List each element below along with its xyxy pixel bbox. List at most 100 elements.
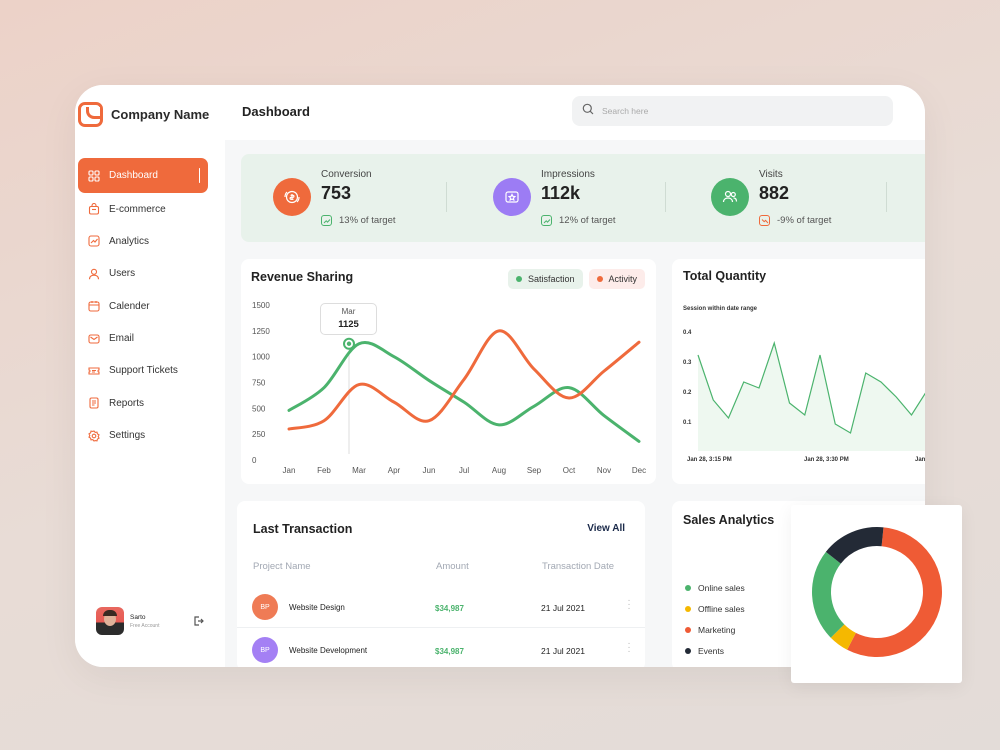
sidebar-item-label: Calender bbox=[109, 300, 150, 312]
trend-up-icon bbox=[541, 215, 552, 226]
y-tick-label: 0 bbox=[252, 456, 257, 465]
search-icon bbox=[582, 102, 594, 120]
x-tick-label: Jan bbox=[283, 466, 296, 475]
ticket-icon bbox=[88, 365, 100, 377]
revenue-sharing-card: Revenue Sharing Satisfaction Activity 0 2… bbox=[241, 259, 656, 484]
sidebar-item-settings[interactable]: Settings bbox=[78, 420, 208, 452]
table-row[interactable]: BP Website Development $34,987 21 Jul 20… bbox=[237, 629, 645, 667]
stat-target-text: 12% of target bbox=[559, 215, 616, 226]
donut-slice-marketing[interactable] bbox=[847, 527, 942, 657]
total-quantity-area-chart: 0.1 0.2 0.3 0.4 Jan 28, 3:15 PM Jan 28, 3:30 … bbox=[683, 330, 925, 463]
sidebar-item-label: Support Tickets bbox=[109, 365, 178, 377]
sidebar-item-reports[interactable]: Reports bbox=[78, 387, 208, 419]
calendar-icon bbox=[88, 300, 100, 312]
column-header[interactable]: Amount bbox=[436, 561, 469, 572]
stat-value: 753 bbox=[321, 183, 352, 203]
column-header[interactable]: Transaction Date bbox=[542, 561, 614, 572]
series-line-satisfaction[interactable] bbox=[287, 341, 641, 443]
y-tick-label: 750 bbox=[252, 379, 266, 388]
x-tick-label: Mar bbox=[352, 466, 366, 475]
bag-icon bbox=[88, 203, 100, 215]
topbar: Dashboard bbox=[225, 85, 925, 140]
x-tick-label: Oct bbox=[563, 466, 576, 475]
more-options-icon[interactable]: · · · bbox=[627, 595, 631, 614]
user-icon bbox=[88, 268, 100, 280]
more-options-icon[interactable]: · · · bbox=[627, 638, 631, 657]
transaction-date: 21 Jul 2021 bbox=[541, 646, 585, 656]
highlighted-point-center bbox=[346, 341, 352, 346]
legend-dot bbox=[596, 276, 603, 282]
sidebar-item-dashboard[interactable]: Dashboard bbox=[78, 158, 208, 193]
view-all-link[interactable]: View All bbox=[587, 523, 625, 534]
revenue-line-chart: 0 250 500 750 1000 1250 1500 Jan Feb Mar Apr Jun Jul… bbox=[252, 301, 646, 475]
x-tick-label: Jan bbox=[915, 457, 925, 463]
sidebar-item-label: E-commerce bbox=[109, 203, 166, 215]
logout-icon[interactable] bbox=[192, 614, 204, 626]
project-name: Website Development bbox=[289, 646, 368, 655]
stat-value: 112k bbox=[541, 183, 581, 203]
page-title: Dashboard bbox=[242, 104, 310, 119]
legend-activity[interactable]: Activity bbox=[588, 269, 646, 289]
brand-logo-icon bbox=[78, 102, 103, 127]
y-tick-label: 0.1 bbox=[683, 420, 692, 426]
stat-label: Conversion bbox=[321, 169, 372, 180]
trend-down-icon bbox=[759, 215, 770, 226]
table-row[interactable]: BP Website Design $34,987 21 Jul 2021 · ·… bbox=[237, 586, 645, 628]
user-profile[interactable]: Sarto Free Account bbox=[96, 607, 204, 635]
trend-up-icon bbox=[321, 215, 332, 226]
chart-legend: Satisfaction Activity bbox=[508, 269, 646, 289]
search-bar[interactable] bbox=[572, 96, 893, 126]
series-line-activity[interactable] bbox=[287, 329, 641, 431]
x-tick-label: Dec bbox=[632, 466, 646, 475]
divider bbox=[665, 182, 666, 212]
legend-item: Offline sales bbox=[685, 598, 745, 619]
chart-subtitle: Session within date range bbox=[683, 306, 758, 312]
divider bbox=[886, 182, 887, 212]
sidebar-item-users[interactable]: Users bbox=[78, 258, 208, 290]
sidebar-item-analytics[interactable]: Analytics bbox=[78, 225, 208, 257]
sidebar-item-label: Settings bbox=[109, 430, 146, 442]
legend-dot bbox=[685, 584, 691, 591]
legend-label: Online sales bbox=[698, 582, 745, 593]
legend-item: Online sales bbox=[685, 577, 745, 598]
y-tick-label: 1250 bbox=[252, 327, 270, 336]
legend-label: Satisfaction bbox=[528, 274, 575, 284]
x-tick-label: Jan 28, 3:30 PM bbox=[804, 457, 849, 463]
gear-icon bbox=[88, 430, 100, 442]
legend-label: Events bbox=[698, 645, 724, 656]
column-header[interactable]: Project Name bbox=[253, 561, 311, 572]
analytics-icon bbox=[88, 235, 100, 247]
amount: $34,987 bbox=[435, 647, 464, 656]
avatar bbox=[96, 607, 124, 635]
donut-slice-online-sales[interactable] bbox=[812, 551, 845, 638]
x-tick-label: Nov bbox=[597, 466, 611, 475]
brand-name: Company Name bbox=[111, 107, 210, 122]
sidebar-item-label: Reports bbox=[109, 397, 145, 409]
search-input[interactable] bbox=[602, 106, 862, 116]
donut-slice-offline-sales[interactable] bbox=[830, 624, 856, 650]
donut-slice-events[interactable] bbox=[825, 527, 884, 564]
sidebar-nav: Dashboard E-commerce Analytics Users bbox=[78, 158, 208, 452]
sidebar-item-support-tickets[interactable]: Support Tickets bbox=[78, 355, 208, 387]
project-avatar: BP bbox=[252, 594, 278, 620]
donut-chart-card bbox=[791, 505, 962, 683]
stat-target: -9% of target bbox=[759, 215, 831, 226]
sidebar-item-label: Analytics bbox=[109, 235, 150, 247]
sidebar-item-calender[interactable]: Calender bbox=[78, 290, 208, 322]
legend-label: Activity bbox=[608, 274, 638, 284]
sales-legend: Online sales Offline sales Marketing Eve… bbox=[685, 577, 745, 661]
total-quantity-card: Total Quantity Session within date range… bbox=[672, 259, 925, 484]
x-tick-label: Aug bbox=[492, 466, 506, 475]
sidebar-item-label: Users bbox=[109, 268, 136, 280]
users-icon bbox=[711, 178, 749, 216]
card-title: Sales Analytics bbox=[683, 513, 775, 527]
x-tick-label: Jun bbox=[423, 466, 436, 475]
legend-label: Offline sales bbox=[698, 603, 745, 614]
brand[interactable]: Company Name bbox=[78, 102, 209, 127]
sidebar-item-email[interactable]: Email bbox=[78, 323, 208, 355]
sidebar-item-ecommerce[interactable]: E-commerce bbox=[78, 193, 208, 225]
legend-dot bbox=[516, 276, 522, 282]
x-tick-label: Feb bbox=[317, 466, 331, 475]
legend-satisfaction[interactable]: Satisfaction bbox=[508, 269, 583, 289]
stat-target: 13% of target bbox=[321, 215, 396, 226]
